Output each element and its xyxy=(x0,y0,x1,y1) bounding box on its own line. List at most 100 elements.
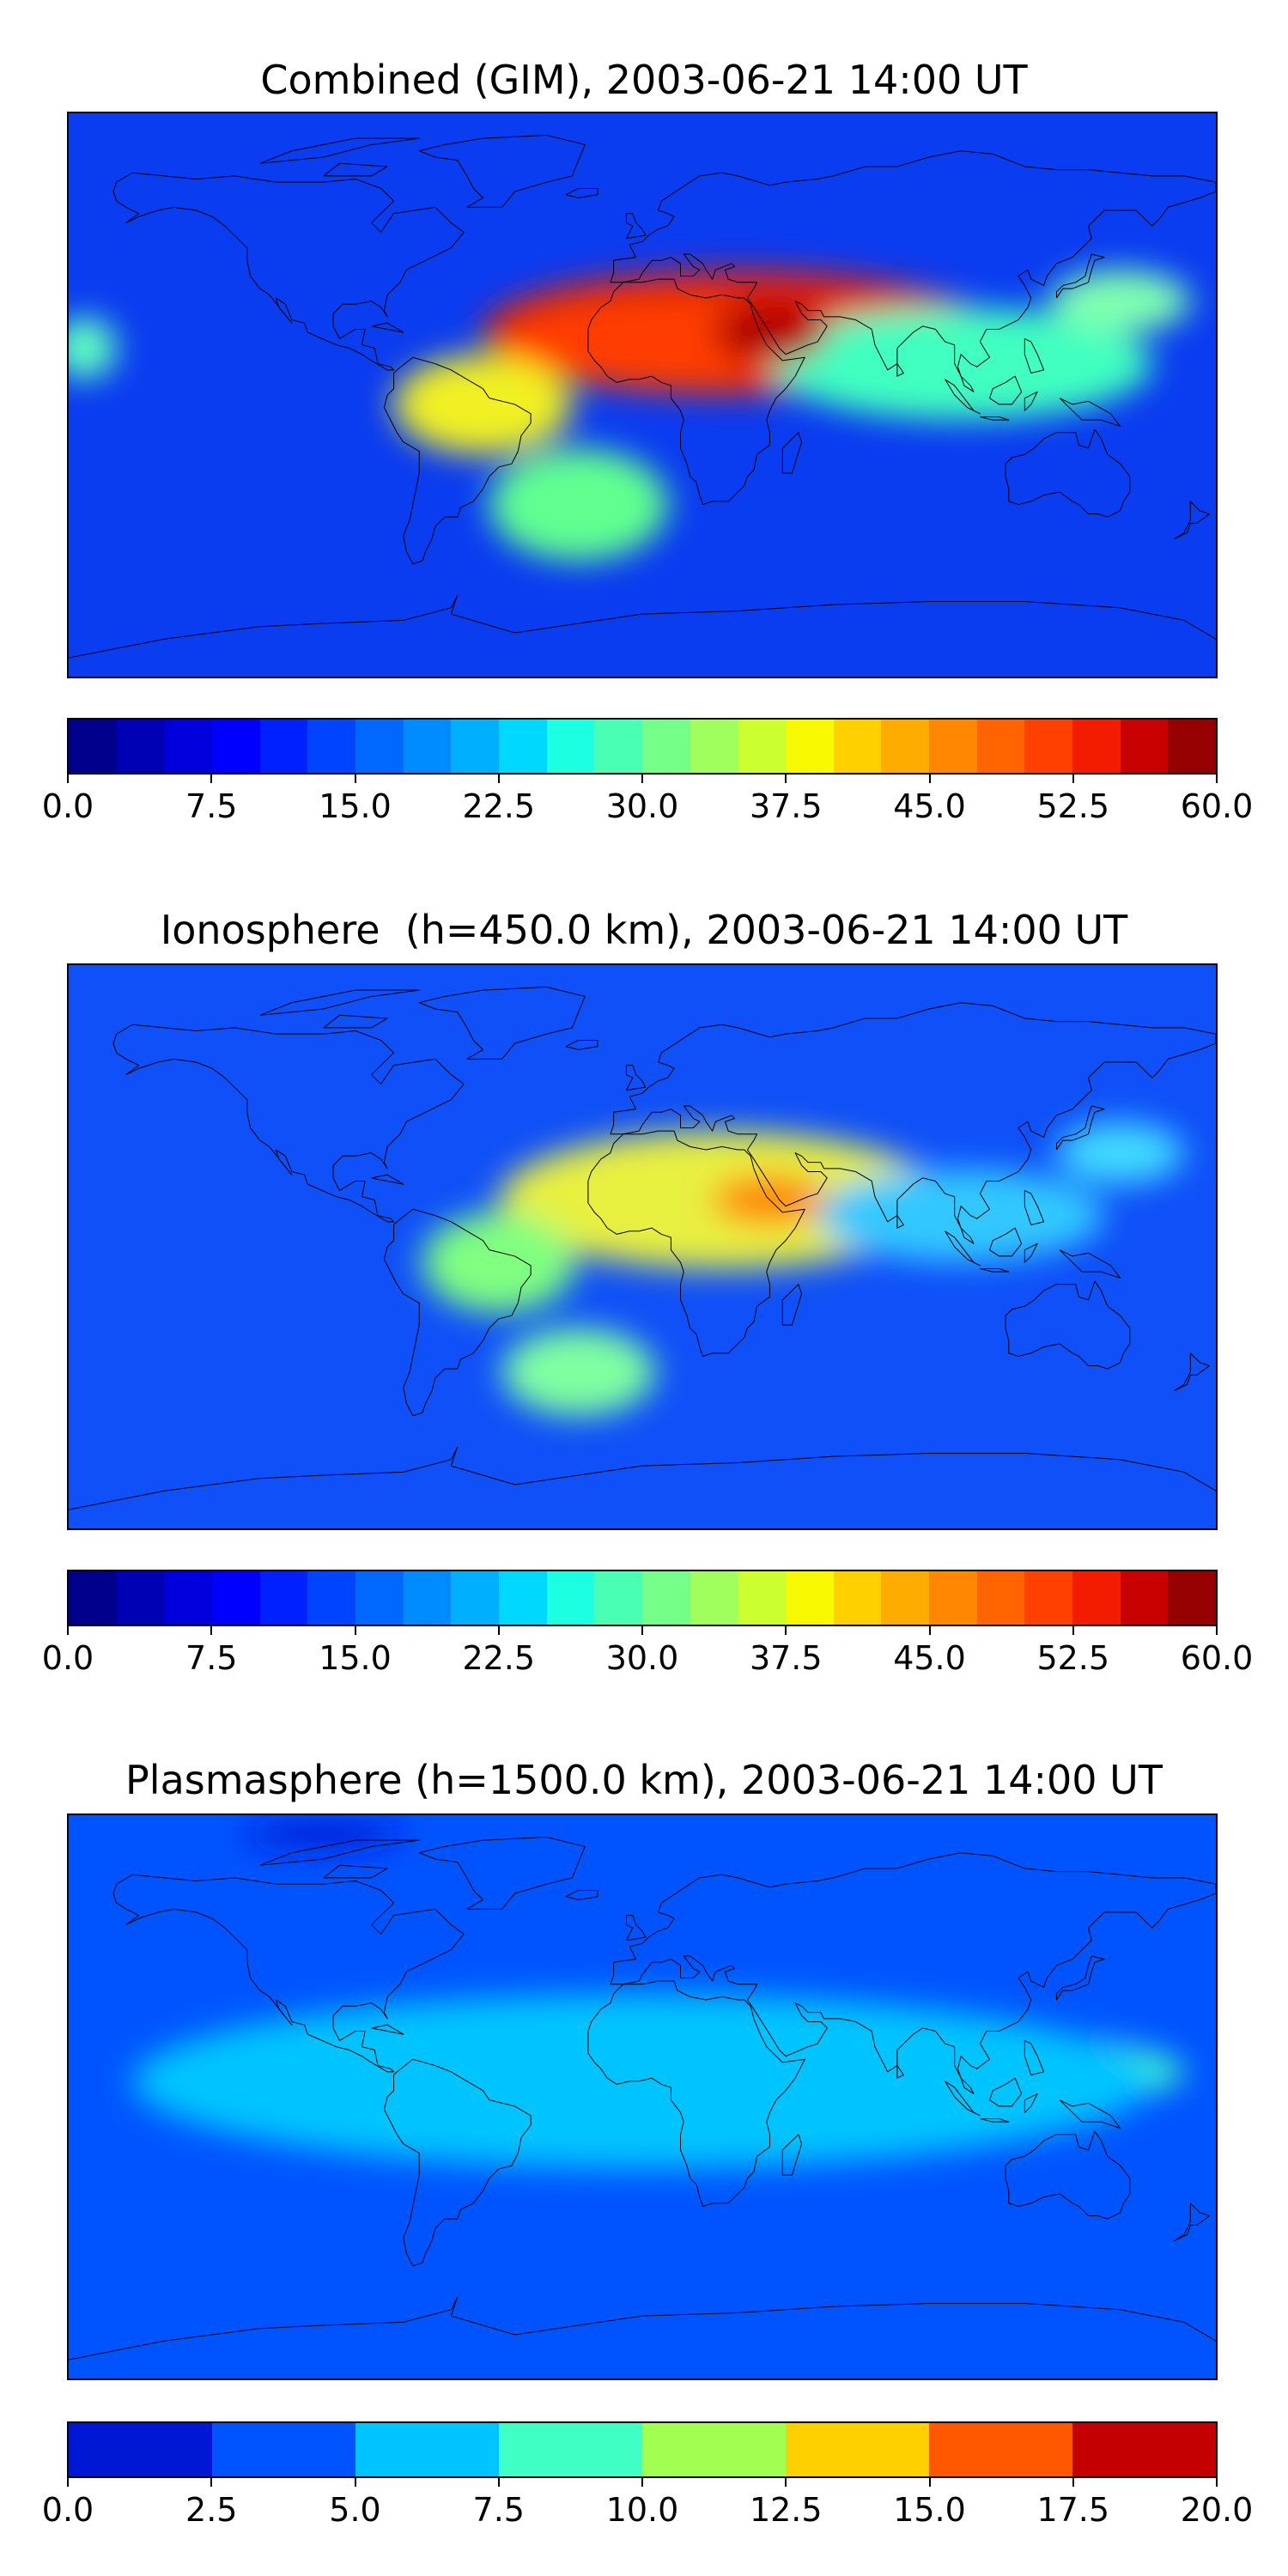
colorbar-tick-label: 0.0 xyxy=(41,1639,94,1677)
coastline xyxy=(897,2066,903,2079)
coastline xyxy=(1024,392,1037,410)
colorbar-segment xyxy=(642,1571,690,1625)
colorbar-tick xyxy=(354,1626,356,1635)
colorbar-segment xyxy=(499,1571,547,1625)
coastline xyxy=(626,1066,645,1091)
coastline xyxy=(626,214,645,239)
colorbar-segment xyxy=(164,720,213,773)
colorbar-tick xyxy=(497,775,500,783)
coastline xyxy=(897,364,903,377)
coastline xyxy=(1060,2100,1121,2129)
colorbar-tick xyxy=(785,2478,787,2487)
colorbar-segment xyxy=(69,2423,212,2476)
colorbar-segment xyxy=(1024,720,1073,773)
colorbar-tick xyxy=(210,2478,213,2487)
tec-contour-region xyxy=(1056,1121,1184,1185)
colorbar-tick xyxy=(928,1626,931,1635)
colorbar-tick xyxy=(1216,1626,1218,1635)
colorbar-tick-label: 22.5 xyxy=(462,1639,536,1677)
tec-contour-region xyxy=(489,447,668,562)
tec-contour-region xyxy=(422,1212,576,1313)
coastlines xyxy=(69,136,1216,659)
colorbar-segment xyxy=(499,720,547,773)
colorbar-tick-label: 10.0 xyxy=(605,2491,679,2529)
panel-title: Combined (GIM), 2003-06-21 14:00 UT xyxy=(260,57,1028,103)
coastline xyxy=(372,1175,404,1184)
coastline xyxy=(113,1024,464,1222)
colorbar-tick-label: 22.5 xyxy=(462,787,536,825)
colorbar-segment xyxy=(786,720,834,773)
coastline xyxy=(782,2135,801,2175)
coastline xyxy=(566,1890,598,1899)
panel-title: Plasmasphere (h=1500.0 km), 2003-06-21 1… xyxy=(125,1757,1163,1803)
tec-contour-region xyxy=(769,307,1152,421)
coastline xyxy=(419,987,585,1060)
tec-map xyxy=(69,1815,1216,2379)
colorbar-segment xyxy=(833,1571,882,1625)
colorbar-tick xyxy=(67,2478,69,2487)
coastline xyxy=(69,595,1216,658)
coastline xyxy=(69,1447,1216,1510)
map-area xyxy=(67,112,1218,678)
colorbar xyxy=(67,1570,1218,1626)
tec-contour-region xyxy=(393,354,573,455)
colorbar-tick-label: 30.0 xyxy=(605,787,679,825)
colorbar-tick-label: 52.5 xyxy=(1036,1639,1110,1677)
colorbar-segment xyxy=(355,2423,499,2476)
colorbar-segment xyxy=(69,720,117,773)
colorbar-tick-label: 30.0 xyxy=(605,1639,679,1677)
colorbar-tick-label: 15.0 xyxy=(319,787,392,825)
colorbar-tick xyxy=(785,775,787,783)
colorbar-tick-label: 15.0 xyxy=(893,2491,966,2529)
coastline xyxy=(1175,1353,1210,1391)
coastline xyxy=(260,990,420,1015)
colorbar-segment xyxy=(69,1571,117,1625)
tec-contour-region xyxy=(1050,270,1191,333)
map-area xyxy=(67,963,1218,1530)
coastline xyxy=(324,1865,387,1878)
colorbar-segment xyxy=(1168,720,1217,773)
colorbar-tick-label: 12.5 xyxy=(749,2491,823,2529)
coastline xyxy=(990,376,1022,404)
colorbar-segment xyxy=(690,1571,738,1625)
tec-map xyxy=(69,113,1216,677)
tec-contour-region xyxy=(69,316,117,380)
colorbar xyxy=(67,2421,1218,2478)
tec-contour-region xyxy=(132,1993,1152,2169)
coastline xyxy=(611,1003,1216,1244)
colorbar-segment xyxy=(1168,1571,1217,1625)
coastline xyxy=(1005,429,1130,517)
colorbar-tick xyxy=(497,2478,500,2487)
coastline xyxy=(990,1228,1022,1256)
colorbar-tick-label: 7.5 xyxy=(472,2491,525,2529)
panel-title: Ionosphere (h=450.0 km), 2003-06-21 14:0… xyxy=(160,907,1128,953)
colorbar-segment xyxy=(642,2423,786,2476)
colorbar-segment xyxy=(1072,720,1121,773)
coastline xyxy=(1175,501,1210,539)
colorbar-segment xyxy=(594,1571,643,1625)
coastline xyxy=(1024,2093,1037,2112)
colorbar-tick xyxy=(354,2478,356,2487)
coastline xyxy=(588,1981,805,2206)
colorbar-tick xyxy=(641,1626,643,1635)
coastline xyxy=(1005,2131,1130,2219)
coastline xyxy=(1060,398,1121,427)
colorbar-tick xyxy=(1216,775,1218,783)
colorbar-tick-label: 20.0 xyxy=(1180,2491,1254,2529)
colorbar-tick-label: 2.5 xyxy=(185,2491,238,2529)
colorbar-tick-label: 60.0 xyxy=(1180,1639,1254,1677)
coastline xyxy=(611,151,1216,392)
coastline xyxy=(1056,254,1104,298)
coastline xyxy=(1056,1106,1104,1150)
colorbar-tick xyxy=(641,2478,643,2487)
colorbar-segment xyxy=(1072,2423,1216,2476)
coastline xyxy=(1005,1281,1130,1369)
coastline xyxy=(566,188,598,197)
coastline xyxy=(945,380,981,414)
coastline xyxy=(1056,1956,1104,2000)
coastline xyxy=(1024,1243,1037,1262)
colorbar-segment xyxy=(690,720,738,773)
colorbar-tick-label: 37.5 xyxy=(749,787,823,825)
colorbar-segment xyxy=(259,1571,308,1625)
colorbar-segment xyxy=(976,720,1025,773)
